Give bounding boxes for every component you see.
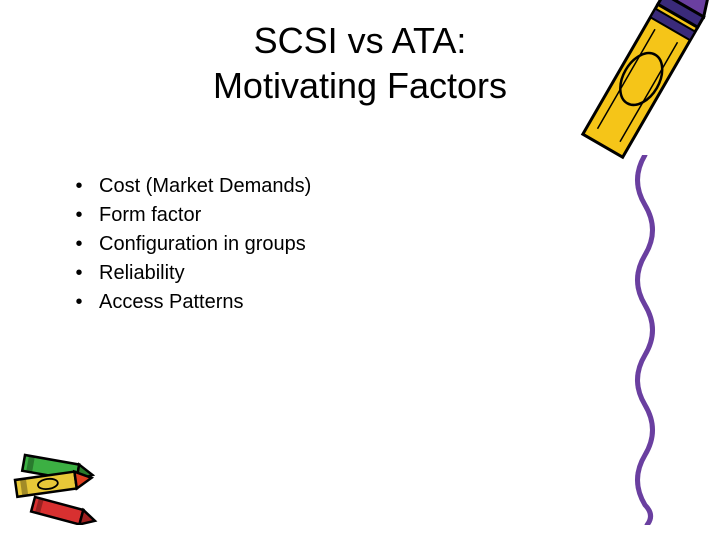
- slide-title: SCSI vs ATA: Motivating Factors: [80, 0, 640, 108]
- list-item: • Configuration in groups: [65, 233, 311, 256]
- list-item: • Reliability: [65, 262, 311, 285]
- bullet-dot-icon: •: [65, 262, 93, 285]
- bullet-dot-icon: •: [65, 233, 93, 256]
- bullet-text: Access Patterns: [99, 291, 244, 314]
- list-item: • Cost (Market Demands): [65, 175, 311, 198]
- bullet-text: Configuration in groups: [99, 233, 306, 256]
- bullet-dot-icon: •: [65, 204, 93, 227]
- list-item: • Form factor: [65, 204, 311, 227]
- bullet-text: Reliability: [99, 262, 185, 285]
- bullet-text: Cost (Market Demands): [99, 175, 311, 198]
- bullet-dot-icon: •: [65, 291, 93, 314]
- crayons-bottom-icon: [10, 445, 120, 530]
- squiggle-icon: [625, 155, 665, 530]
- bullet-list: • Cost (Market Demands) • Form factor • …: [65, 175, 311, 320]
- bullet-dot-icon: •: [65, 175, 93, 198]
- bullet-text: Form factor: [99, 204, 201, 227]
- list-item: • Access Patterns: [65, 291, 311, 314]
- title-line-2: Motivating Factors: [80, 63, 640, 108]
- title-line-1: SCSI vs ATA:: [80, 18, 640, 63]
